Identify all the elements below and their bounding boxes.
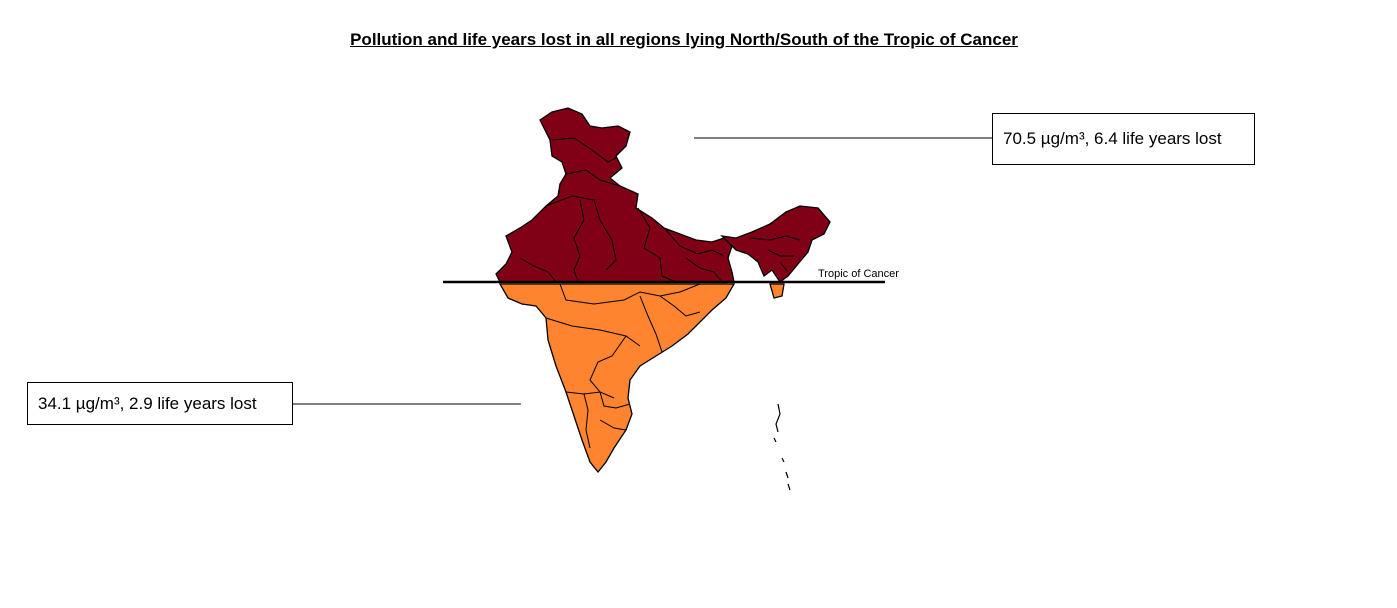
tropic-of-cancer-label: Tropic of Cancer [818,268,899,280]
north-northeast [720,205,831,283]
north-region [495,107,831,283]
map-title: Pollution and life years lost in all reg… [350,30,1018,49]
north-mainland [495,107,735,283]
andaman-nicobar-islands [773,403,791,491]
south-region [498,283,791,491]
south-callout-text: 34.1 µg/m³, 2.9 life years lost [38,393,257,413]
south-callout: 34.1 µg/m³, 2.9 life years lost [27,382,293,425]
north-callout: 70.5 µg/m³, 6.4 life years lost [992,113,1255,165]
south-mainland [498,283,736,474]
north-callout-text: 70.5 µg/m³, 6.4 life years lost [1003,129,1222,148]
south-tripura [769,283,785,299]
